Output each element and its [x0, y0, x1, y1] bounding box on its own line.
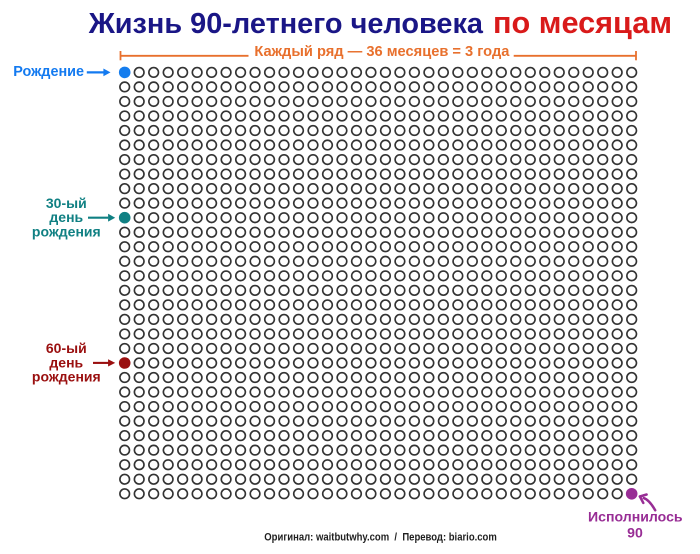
svg-text:90: 90	[627, 525, 643, 541]
svg-text:Оригинал: waitbutwhy.com / П: Оригинал: waitbutwhy.com / Перевод: biar…	[264, 532, 497, 544]
svg-text:60-ый: 60-ый	[46, 340, 87, 356]
svg-text:день: день	[49, 354, 83, 370]
svg-text:Каждый ряд — 36 месяцев = 3 го: Каждый ряд — 36 месяцев = 3 года	[254, 44, 510, 60]
svg-text:по месяцам: по месяцам	[493, 7, 672, 40]
svg-text:день: день	[49, 209, 83, 225]
svg-text:Жизнь 90-летнего человека: Жизнь 90-летнего человека	[88, 8, 484, 40]
svg-text:30-ый: 30-ый	[46, 195, 87, 211]
svg-text:рождения: рождения	[32, 223, 101, 239]
svg-text:Рождение: Рождение	[13, 64, 84, 80]
svg-text:Исполнилось: Исполнилось	[588, 508, 683, 524]
svg-text:рождения: рождения	[32, 369, 101, 385]
